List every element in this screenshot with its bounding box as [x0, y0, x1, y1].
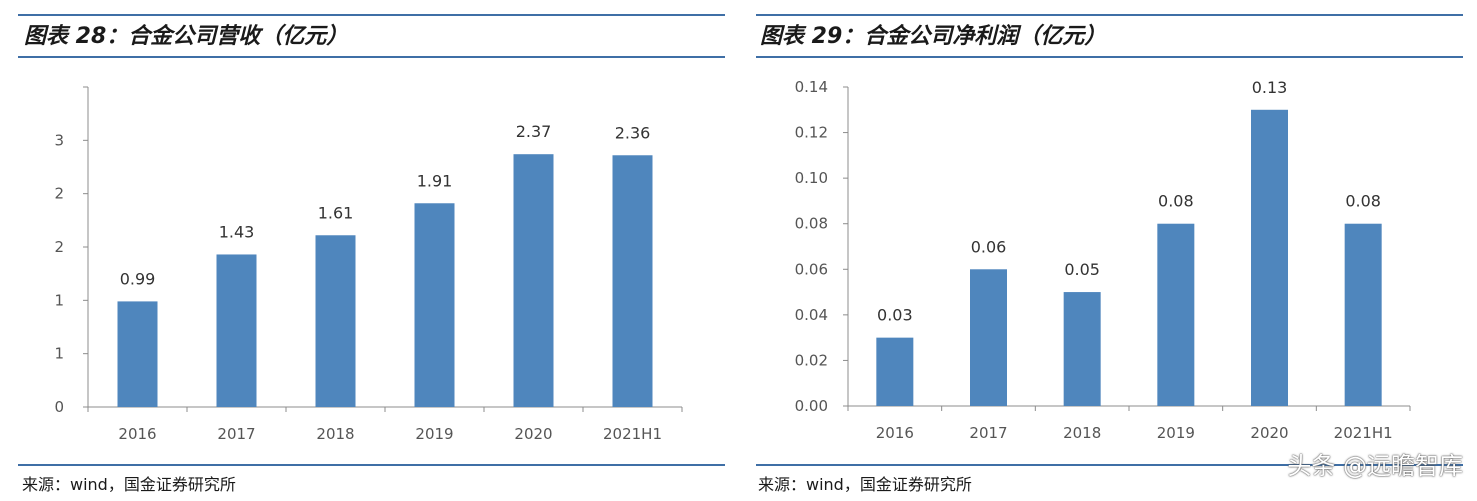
y-tick-label: 1	[54, 291, 64, 309]
x-tick-label: 2016	[876, 424, 914, 442]
x-tick-label: 2017	[969, 424, 1007, 442]
data-label: 2.37	[516, 122, 552, 141]
title-top-rule	[756, 14, 1463, 16]
title-bottom-rule	[18, 56, 725, 58]
data-label: 0.03	[877, 306, 913, 325]
bar	[513, 154, 554, 407]
source-note: 来源：wind，国金证券研究所	[758, 475, 972, 494]
bar	[117, 301, 158, 407]
data-label: 0.99	[120, 269, 156, 288]
net-profit-chart-panel: 图表 29：合金公司净利润（亿元） 0.00 0.02 0.04 0.06 0.08 0.…	[740, 0, 1477, 501]
y-tick-label: 0.04	[795, 306, 828, 324]
bar	[1063, 292, 1101, 406]
y-tick-label: 0.12	[795, 124, 828, 142]
y-tick-label: 1	[54, 345, 64, 363]
source-rule	[756, 464, 1463, 466]
data-label: 0.06	[971, 237, 1007, 256]
y-tick-label: 0.08	[795, 215, 828, 233]
y-tick-label: 3	[54, 131, 64, 149]
y-tick-label: 0.06	[795, 260, 828, 278]
chart-title: 图表 28：合金公司营收（亿元）	[24, 24, 349, 49]
y-tick-label: 0.14	[795, 78, 828, 96]
x-tick-label: 2021H1	[603, 425, 662, 443]
data-label: 0.13	[1252, 78, 1288, 97]
bar	[216, 254, 257, 407]
x-tick-label: 2017	[217, 425, 255, 443]
x-tick-label: 2019	[415, 425, 453, 443]
watermark: 头条 @远瞻智库	[1287, 452, 1463, 480]
data-label: 0.08	[1345, 192, 1381, 211]
y-tick-label: 2	[54, 185, 64, 203]
x-tick-label: 2020	[1250, 424, 1288, 442]
data-label: 0.05	[1064, 260, 1100, 279]
x-tick-label: 2019	[1157, 424, 1195, 442]
bar	[970, 269, 1007, 406]
y-tick-label: 0.00	[795, 397, 828, 415]
data-label: 0.08	[1158, 192, 1194, 211]
bar	[1344, 223, 1382, 406]
revenue-bar-chart: 0 1 1 2 2 3 0.99 2016 1.43 2017 1.61 2018 1.91 2019 2.…	[54, 86, 683, 443]
x-tick-label: 2018	[316, 425, 354, 443]
source-rule	[18, 464, 725, 466]
x-tick-label: 2016	[118, 425, 156, 443]
net-profit-bar-chart: 0.00 0.02 0.04 0.06 0.08 0.10 0.12 0.14 0.03 2016…	[795, 78, 1411, 442]
y-tick-label: 0	[54, 398, 64, 416]
bar	[612, 155, 653, 407]
bar	[414, 203, 455, 407]
data-label: 2.36	[615, 123, 651, 142]
x-tick-label: 2020	[514, 425, 552, 443]
y-tick-label: 2	[54, 238, 64, 256]
bar	[1157, 223, 1195, 406]
data-label: 1.43	[219, 222, 255, 241]
revenue-chart-panel: 图表 28：合金公司营收（亿元） 0 1 1 2 2 3 0.99 2016 1.43 2017 1…	[18, 14, 725, 494]
title-top-rule	[18, 14, 725, 16]
y-tick-label: 0.10	[795, 169, 828, 187]
x-tick-label: 2021H1	[1334, 424, 1393, 442]
bar	[876, 337, 914, 406]
data-label: 1.91	[417, 171, 453, 190]
source-note: 来源：wind，国金证券研究所	[22, 475, 236, 494]
title-bottom-rule	[756, 56, 1463, 58]
y-tick-label: 0.02	[795, 351, 828, 369]
chart-title: 图表 29：合金公司净利润（亿元）	[760, 24, 1107, 49]
bar	[315, 235, 356, 407]
data-label: 1.61	[318, 203, 354, 222]
x-tick-label: 2018	[1063, 424, 1101, 442]
bar	[1251, 109, 1288, 407]
